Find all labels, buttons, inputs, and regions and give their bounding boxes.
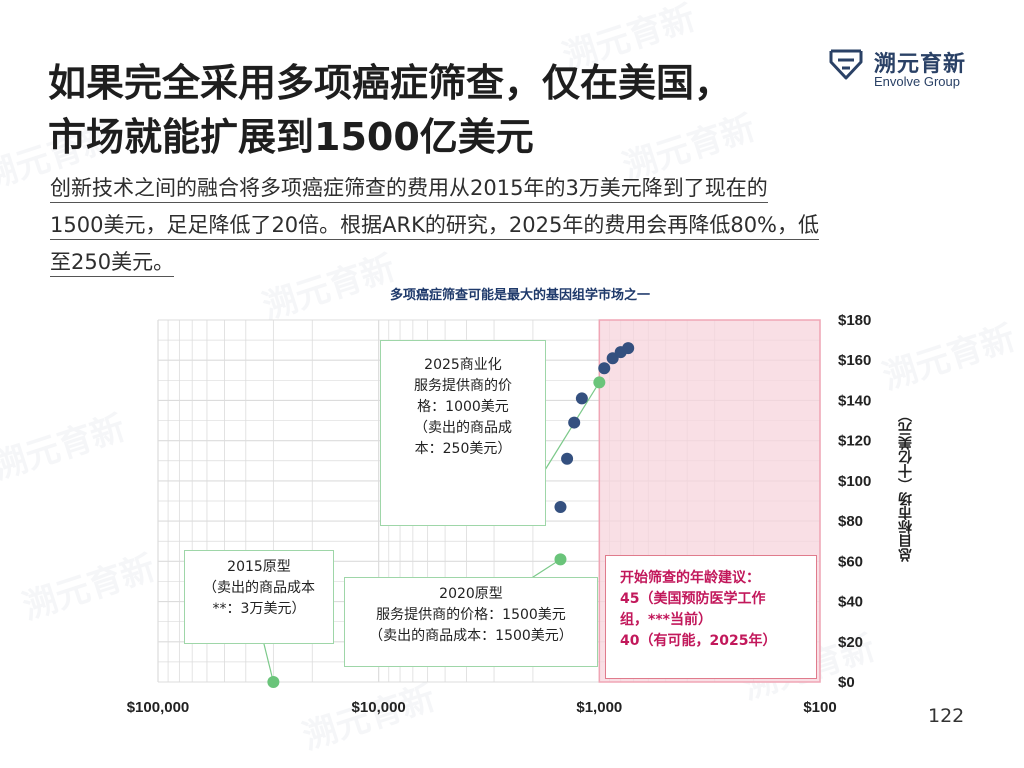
- page-title: 如果完全采用多项癌症筛查，仅在美国， 市场就能扩展到1500亿美元: [48, 56, 732, 164]
- body-line: 1500美元，足足降低了20倍。根据ARK的研究，2025年的费用会再降低80%…: [50, 213, 820, 240]
- annotation-line: **：3万美元）: [212, 601, 306, 617]
- annotation-line: 45（美国预防医学工作: [620, 591, 766, 607]
- x-axis: $100,000 $10,000 $1,000 $100: [127, 699, 837, 716]
- data-point: [561, 452, 574, 465]
- logo-name-cn: 溯元育新: [874, 52, 967, 77]
- y-tick-label: $160: [838, 352, 871, 369]
- annotation-connector: [529, 558, 561, 580]
- y-tick-label: $120: [838, 433, 871, 450]
- y-tick-label: $100: [838, 473, 871, 490]
- y-tick-label: $0: [838, 674, 855, 691]
- page-number: 122: [928, 705, 965, 727]
- annotation-line: 服务提供商的价格：1500美元: [376, 607, 566, 623]
- annotation-line: 2015原型: [227, 559, 291, 575]
- x-tick-label: $10,000: [352, 699, 406, 716]
- y-tick-label: $60: [838, 553, 863, 570]
- title-line: 如果完全采用多项癌症筛查，仅在美国，: [48, 61, 733, 105]
- data-point: [575, 392, 588, 405]
- annotation-line: 2020原型: [439, 586, 503, 602]
- body-line: 创新技术之间的融合将多项癌症筛查的费用从2015年的3万美元降到了现在的: [50, 176, 768, 203]
- y-tick-label: $140: [838, 392, 871, 409]
- x-tick-label: $1,000: [576, 699, 622, 716]
- data-point: [622, 342, 635, 355]
- data-point: [598, 362, 611, 375]
- y-tick-label: $80: [838, 513, 863, 530]
- logo-mark-icon: [829, 49, 863, 80]
- annotation-line: （卖出的商品成本：1500美元）: [369, 628, 573, 644]
- annotation-line: 组，***当前）: [620, 612, 712, 628]
- body-line: 至250美元。: [50, 250, 175, 277]
- data-point: [267, 676, 280, 688]
- data-point: [554, 553, 567, 566]
- annotation-2020-prototype: 2020原型 服务提供商的价格：1500美元 （卖出的商品成本：1500美元）: [344, 577, 598, 667]
- y-tick-label: $20: [838, 634, 863, 651]
- brand-logo: 溯元育新 Envolve Group: [828, 44, 988, 100]
- annotation-line: 开始筛查的年龄建议：: [620, 570, 760, 586]
- data-point: [593, 376, 606, 389]
- annotation-line: （卖出的商品成: [414, 420, 512, 436]
- chart-title: 多项癌症筛查可能是最大的基因组学市场之一: [389, 288, 650, 303]
- body-paragraph: 创新技术之间的融合将多项癌症筛查的费用从2015年的3万美元降到了现在的 150…: [50, 170, 980, 281]
- annotation-line: 2025商业化: [424, 357, 502, 373]
- title-line: 市场就能扩展到1500亿美元: [48, 115, 534, 159]
- y-axis: $180 $160 $140 $120 $100 $80 $60 $40 $20 $0: [838, 312, 871, 691]
- annotation-2025-commercial: 2025商业化 服务提供商的价 格：1000美元 （卖出的商品成 本：250美元…: [380, 340, 546, 526]
- y-tick-label: $180: [838, 312, 871, 329]
- annotation-line: 40（有可能，2025年）: [620, 633, 777, 649]
- annotation-line: （卖出的商品成本: [203, 580, 315, 596]
- x-tick-label: $100,000: [127, 699, 190, 716]
- y-axis-title: 总目标市场（十亿美元）: [898, 408, 914, 562]
- data-point: [554, 501, 567, 514]
- x-tick-label: $100: [803, 699, 836, 716]
- annotation-screening-age: 开始筛查的年龄建议： 45（美国预防医学工作 组，***当前） 40（有可能，2…: [605, 555, 817, 679]
- data-points: [267, 342, 635, 688]
- annotation-line: 格：1000美元: [417, 399, 509, 415]
- logo-name-en: Envolve Group: [874, 74, 960, 89]
- annotation-line: 本：250美元）: [414, 441, 512, 457]
- y-tick-label: $40: [838, 594, 863, 611]
- data-point: [568, 416, 581, 429]
- annotation-line: 服务提供商的价: [414, 378, 512, 394]
- annotation-2015-prototype: 2015原型 （卖出的商品成本 **：3万美元）: [184, 550, 334, 644]
